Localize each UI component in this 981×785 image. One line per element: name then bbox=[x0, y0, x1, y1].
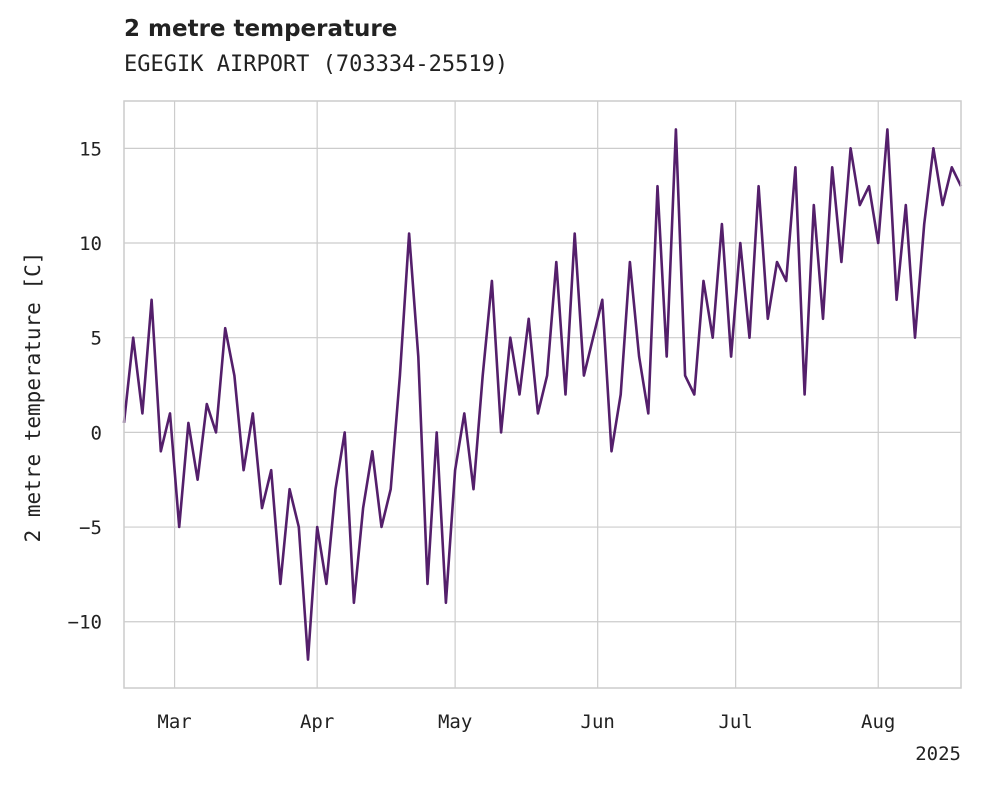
y-tick-label: −10 bbox=[68, 612, 102, 634]
y-tick-label: 10 bbox=[79, 233, 102, 255]
series-layer bbox=[122, 128, 963, 661]
y-tick-label: 5 bbox=[91, 328, 102, 350]
plot-frame bbox=[123, 100, 962, 689]
x-tick-label: Aug bbox=[861, 711, 895, 733]
y-tick-label: 0 bbox=[91, 422, 102, 444]
y-tick-label: −5 bbox=[79, 517, 102, 539]
x-year-label: 2025 bbox=[915, 743, 961, 765]
x-tick-label: May bbox=[438, 711, 472, 733]
grid-lines bbox=[124, 101, 961, 688]
x-tick-label: Jul bbox=[718, 711, 752, 733]
chart-subtitle: EGEGIK AIRPORT (703334-25519) bbox=[124, 52, 509, 77]
tick-labels: −10 −5 0 5 10 15 Mar Apr May Jun Jul Aug bbox=[68, 138, 896, 733]
x-tick-label: Mar bbox=[157, 711, 191, 733]
x-tick-label: Jun bbox=[581, 711, 615, 733]
y-tick-label: 15 bbox=[79, 138, 102, 160]
series-line-0 bbox=[122, 128, 963, 661]
chart-title: 2 metre temperature bbox=[124, 16, 398, 42]
x-tick-label: Apr bbox=[300, 711, 334, 733]
y-axis-label: 2 metre temperature [C] bbox=[21, 252, 45, 543]
